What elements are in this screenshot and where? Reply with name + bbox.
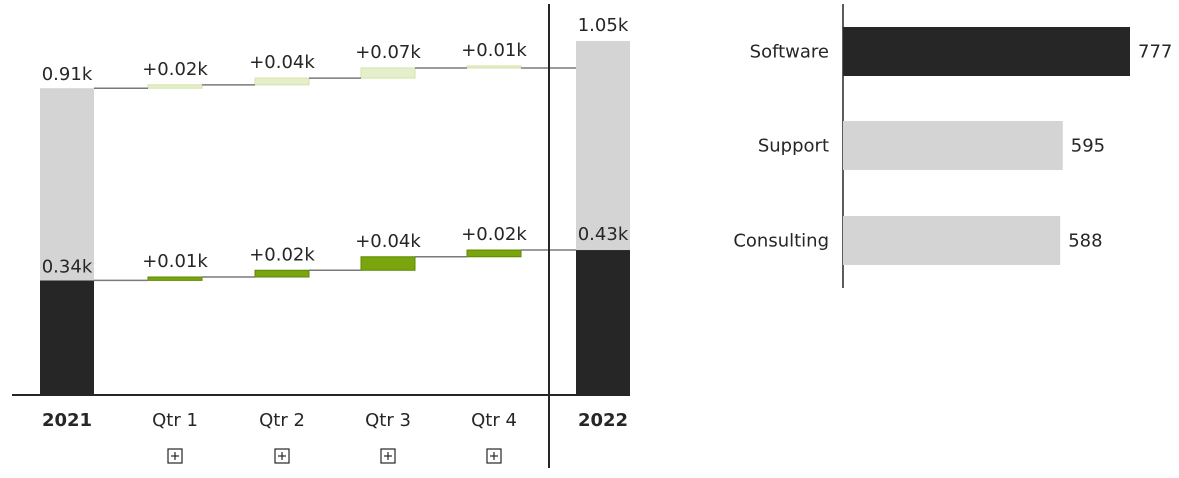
category-label-qtr-4: Qtr 4 [471,410,517,431]
start-label-lower: 0.34k [42,256,93,277]
delta-label-upper-1: +0.02k [142,59,208,80]
delta-label-lower-1: +0.01k [142,251,208,272]
total-bar-upper-2021 [40,88,94,281]
total-bar-upper-2022 [576,41,630,251]
category-label-software: Software [750,42,829,63]
waterfall-chart: 0.34k 0.91k 0.43k 1.05k +0.01k +0.02k +0.04k +0… [12,4,630,468]
expand-button-qtr-2[interactable] [274,448,290,464]
delta-bar-upper-2 [254,77,310,86]
category-label-qtr-2: Qtr 2 [259,410,305,431]
expand-button-qtr-1[interactable] [167,448,183,464]
delta-label-lower-3: +0.04k [355,231,421,252]
category-label-2022: 2022 [578,410,628,431]
value-label-consulting: 588 [1068,231,1102,252]
delta-label-upper-3: +0.07k [355,42,421,63]
delta-label-lower-2: +0.02k [249,244,315,265]
delta-bar-lower-3 [360,256,416,271]
value-label-software: 777 [1138,42,1172,63]
delta-bar-upper-4 [466,65,522,69]
total-bar-lower-2021 [40,280,94,395]
total-bar-lower-2022 [576,250,630,395]
delta-bar-lower-4 [466,249,522,258]
delta-label-upper-2: +0.04k [249,52,315,73]
category-label-support: Support [758,136,829,157]
bar-support [843,121,1063,170]
delta-bar-upper-1 [147,84,203,89]
expand-button-qtr-4[interactable] [486,448,502,464]
category-label-consulting: Consulting [733,231,829,252]
value-label-support: 595 [1071,136,1105,157]
delta-bar-upper-3 [360,67,416,79]
category-label-qtr-1: Qtr 1 [152,410,198,431]
delta-bar-lower-1 [147,276,203,281]
bar-software [843,27,1130,76]
category-label-2021: 2021 [42,410,92,431]
horizontal-bar-chart: Software 777 Support 595 Consulting 588 [733,4,1172,288]
expand-button-qtr-3[interactable] [380,448,396,464]
delta-label-lower-4: +0.02k [461,224,527,245]
category-label-qtr-3: Qtr 3 [365,410,411,431]
bar-consulting [843,216,1061,265]
delta-bar-lower-2 [254,269,310,278]
delta-label-upper-4: +0.01k [461,40,527,61]
end-label-upper: 1.05k [578,15,629,36]
start-label-upper: 0.91k [42,64,93,85]
end-label-lower: 0.43k [578,224,629,245]
